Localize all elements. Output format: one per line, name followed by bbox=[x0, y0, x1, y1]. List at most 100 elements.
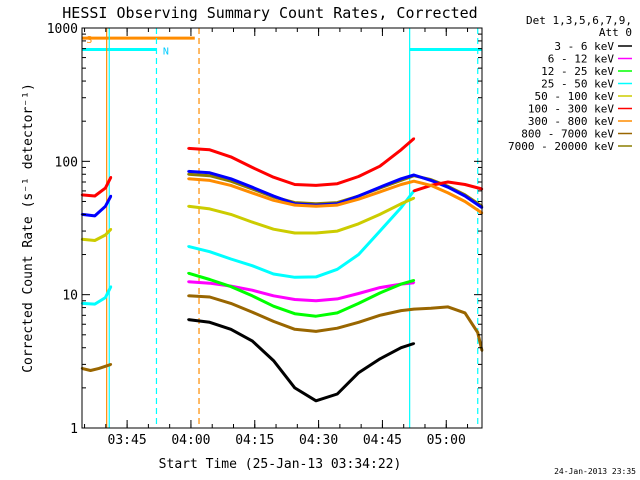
series-50-100-kev-point bbox=[109, 227, 113, 231]
series-50-100-kev-point bbox=[293, 231, 296, 235]
x-axis-label: Start Time (25-Jan-13 03:34:22) bbox=[159, 457, 402, 472]
legend-label: 100 - 300 keV bbox=[528, 103, 614, 116]
series-100-300-kev-point bbox=[336, 182, 339, 185]
series-3-6-kev-point bbox=[399, 346, 403, 349]
series-50-100-kev-point bbox=[104, 233, 107, 237]
series-300-800-kev-point bbox=[229, 184, 233, 187]
series-12-25-kev-point bbox=[251, 294, 254, 298]
series-12-25-kev-point bbox=[399, 282, 403, 286]
series-100-300-kev-point bbox=[463, 183, 467, 186]
series-25-50-kev-point bbox=[229, 257, 233, 261]
series-25-50-kev bbox=[81, 285, 113, 306]
legend-header: Det 1,3,5,6,7,9, bbox=[526, 14, 632, 27]
legend-label: 3 - 6 keV bbox=[554, 40, 614, 53]
series-100-300-kev-point bbox=[399, 148, 403, 152]
series-50-100-kev-point bbox=[357, 222, 360, 226]
series-50-100-kev-point bbox=[412, 196, 416, 200]
series-blue-point bbox=[272, 194, 275, 198]
series-50-100-kev-point bbox=[314, 231, 318, 235]
series-12-25-kev-point bbox=[357, 302, 360, 305]
legend-label: 300 - 800 keV bbox=[528, 115, 614, 128]
series-12-25-kev-point bbox=[208, 278, 211, 281]
series-300-800-kev-point bbox=[412, 179, 416, 183]
series-3-6-kev-point bbox=[272, 359, 275, 362]
series-300-800-kev bbox=[188, 177, 483, 215]
series-800-7000-kev-point bbox=[336, 327, 339, 330]
series-25-50-kev-point bbox=[272, 272, 275, 276]
y-tick-label: 100 bbox=[55, 155, 78, 170]
annotation-label: S bbox=[86, 35, 92, 46]
series-6-12-kev-point bbox=[378, 286, 382, 289]
series-3-6-kev-point bbox=[229, 328, 233, 331]
series-7000-20000-kev-point bbox=[187, 173, 190, 176]
series-blue-point bbox=[357, 194, 360, 198]
series-100-300-kev-point bbox=[357, 175, 360, 178]
series-25-50-kev-point bbox=[336, 268, 339, 271]
series-12-25-kev bbox=[187, 271, 415, 318]
series-100-300-kev bbox=[188, 137, 415, 187]
series-12-25-kev-point bbox=[229, 285, 233, 288]
series-3-6-kev-point bbox=[251, 339, 254, 343]
series-6-12-kev-point bbox=[251, 289, 254, 292]
legend-label: 12 - 25 keV bbox=[541, 65, 614, 78]
series-12-25-kev-point bbox=[314, 314, 318, 318]
series-25-50-kev-point bbox=[378, 229, 382, 233]
series-800-7000-kev-point bbox=[187, 294, 190, 298]
series-800-7000-kev-point bbox=[293, 328, 296, 331]
series-100-300-kev-point bbox=[93, 194, 96, 198]
series-blue-point bbox=[208, 171, 211, 175]
series-50-100-kev-point bbox=[272, 227, 275, 231]
legend-label: 6 - 12 keV bbox=[548, 53, 615, 66]
series-6-12-kev-point bbox=[357, 292, 360, 295]
x-tick-label: 04:30 bbox=[299, 433, 338, 448]
series-100-300-kev-point bbox=[208, 148, 211, 152]
series-3-6-kev-point bbox=[336, 392, 339, 396]
series-100-300-kev-point bbox=[272, 176, 275, 179]
series-100-300-kev-point bbox=[378, 164, 382, 168]
series-25-50-kev-point bbox=[187, 245, 190, 248]
footer-timestamp: 24-Jan-2013 23:35 bbox=[554, 467, 636, 476]
series-50-100-kev-point bbox=[336, 229, 339, 233]
series-300-800-kev-point bbox=[187, 177, 190, 180]
legend-label: 50 - 100 keV bbox=[535, 90, 615, 103]
series-25-50-kev-point bbox=[208, 250, 211, 253]
series-blue-point bbox=[109, 194, 113, 198]
series-50-100-kev-point bbox=[229, 213, 233, 216]
series-6-12-kev-point bbox=[187, 280, 190, 283]
series-800-7000-kev-point bbox=[97, 367, 101, 370]
annotation-label: N bbox=[163, 46, 169, 57]
series-25-50-kev bbox=[188, 189, 416, 279]
series-100-300-kev-point bbox=[229, 155, 233, 159]
series-50-100-kev-point bbox=[251, 220, 254, 224]
y-tick-label: 1 bbox=[70, 422, 78, 437]
series-300-800-kev-point bbox=[251, 191, 254, 195]
series-12-25-kev-point bbox=[412, 279, 416, 282]
legend-label: 800 - 7000 keV bbox=[521, 128, 614, 141]
series-3-6-kev-point bbox=[187, 318, 190, 321]
series-12-25-kev-point bbox=[336, 311, 339, 315]
series-blue bbox=[81, 195, 113, 218]
series-800-7000-kev-point bbox=[476, 331, 479, 334]
series-blue-point bbox=[412, 173, 416, 177]
legend-label: 7000 - 20000 keV bbox=[508, 140, 614, 153]
series-100-300-kev bbox=[81, 176, 113, 198]
series-800-7000-kev-point bbox=[89, 369, 92, 372]
series-100-300-kev-point bbox=[412, 189, 416, 193]
series-100-300-kev-point bbox=[251, 166, 254, 169]
plot-frame bbox=[81, 27, 483, 429]
series-12-25-kev-point bbox=[293, 312, 296, 315]
legend-label: 25 - 50 keV bbox=[541, 78, 614, 91]
series-800-7000-kev-point bbox=[399, 309, 403, 312]
series-50-100-kev bbox=[81, 228, 112, 242]
series-25-50-kev-point bbox=[293, 276, 296, 279]
series-6-12-kev-point bbox=[314, 299, 318, 302]
series-50-100-kev-point bbox=[378, 213, 382, 216]
series-blue-point bbox=[104, 205, 107, 208]
series-800-7000-kev bbox=[81, 362, 112, 372]
series-blue-point bbox=[187, 170, 190, 173]
series-300-800-kev-point bbox=[314, 205, 318, 208]
series-3-6-kev-point bbox=[293, 386, 296, 390]
series-50-100-kev-point bbox=[187, 205, 190, 208]
series-25-50-kev-point bbox=[357, 253, 360, 256]
